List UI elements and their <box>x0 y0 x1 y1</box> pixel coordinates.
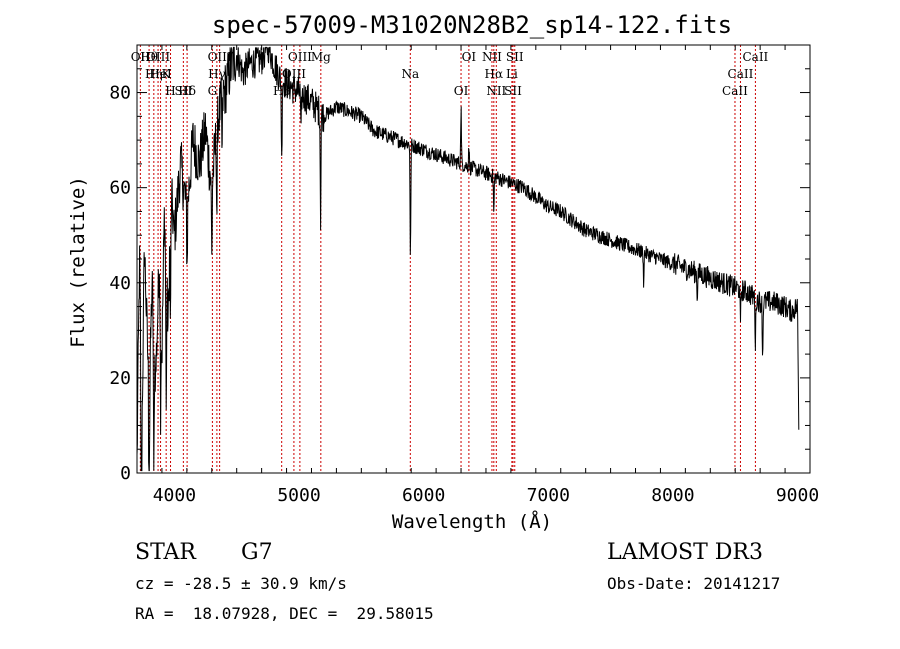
annotation-label: NII <box>482 50 502 64</box>
annotation-label: HeI <box>149 67 172 81</box>
annotation-label: Hβ <box>273 84 290 98</box>
annotation-label: Hθ <box>140 50 158 64</box>
coordinates: RA = 18.07928, DEC = 29.58015 <box>135 604 434 623</box>
survey-name: LAMOST DR3 <box>607 540 763 565</box>
x-tick-label: 8000 <box>651 485 694 506</box>
annotation-label: CaII <box>742 50 768 64</box>
x-axis: 4000 5000 6000 7000 8000 9000 <box>136 45 819 506</box>
annotation-label: SII <box>175 84 193 98</box>
x-tick-label: 7000 <box>527 485 570 506</box>
annotation-label: OIII <box>208 50 232 64</box>
spectrum-line <box>136 46 800 472</box>
y-tick-label: 20 <box>109 368 131 389</box>
x-tick-label: 9000 <box>776 485 819 506</box>
annotation-label: OII <box>131 50 151 64</box>
annotation-label: OIII <box>288 50 312 64</box>
annotation-label: SII <box>504 84 522 98</box>
y-axis-label: Flux (relative) <box>67 176 89 348</box>
y-tick-label: 80 <box>109 83 131 104</box>
redshift-text: cz = -28.5 ± 30.9 km/s <box>135 574 347 593</box>
annotation-label: G <box>208 84 218 98</box>
annotation-label: Na <box>401 67 419 81</box>
annotation-label: OI <box>462 50 477 64</box>
y-tick-label: 0 <box>120 463 131 484</box>
annotation-label: H <box>165 84 175 98</box>
x-axis-label: Wavelength (Å) <box>392 510 552 533</box>
y-axis: 0 20 40 60 80 <box>109 44 810 484</box>
annotation-label: OI <box>454 84 469 98</box>
x-tick-label: 4000 <box>153 485 196 506</box>
annotation-label: OIII <box>146 50 170 64</box>
annotation-label: CaII <box>722 84 748 98</box>
annotation-label: CaII <box>728 67 754 81</box>
chart-title: spec-57009-M31020N28B2_sp14-122.fits <box>212 11 732 39</box>
annotation-label: NII <box>486 84 506 98</box>
object-subclass: G7 <box>241 540 273 565</box>
obs-date: Obs-Date: 20141217 <box>607 574 781 593</box>
annotation-label: Hγ <box>208 67 226 81</box>
object-class: STAR <box>135 540 196 565</box>
annotation-labels-layer: HθKHδOIIHeISIIOIIIHηHOIIIHγGOIIIOIIIHβMg… <box>131 50 769 98</box>
annotation-label: Hα <box>485 67 504 81</box>
annotation-label: Mg <box>311 50 331 64</box>
y-tick-label: 60 <box>109 178 131 199</box>
annotation-label: K <box>162 67 172 81</box>
annotation-label: Li <box>506 67 518 81</box>
spectrum-layer <box>136 46 800 472</box>
y-tick-label: 40 <box>109 273 131 294</box>
annotation-label: Hη <box>145 67 163 81</box>
annotation-label: Hδ <box>178 84 196 98</box>
annotation-label: OIII <box>282 67 306 81</box>
x-tick-label: 6000 <box>402 485 445 506</box>
annotation-label: SII <box>506 50 524 64</box>
x-tick-label: 5000 <box>277 485 320 506</box>
plot-frame <box>136 44 811 474</box>
